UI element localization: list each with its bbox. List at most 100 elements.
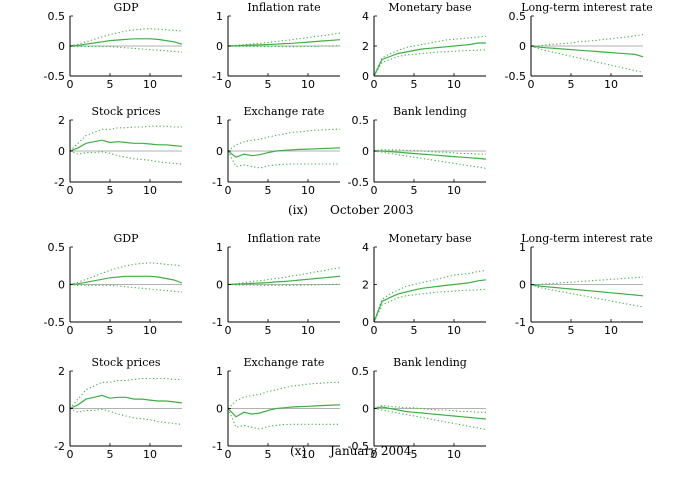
confidence-band-line [227, 32, 341, 47]
y-tick-label: 0.5 [48, 241, 66, 254]
x-tick-label: 10 [143, 184, 157, 197]
confidence-band-line [227, 150, 340, 169]
response-line [69, 139, 183, 152]
y-tick-label: 1 [519, 241, 526, 254]
x-tick-label: 0 [528, 78, 535, 91]
confidence-band-line [373, 288, 487, 323]
response-line [374, 150, 487, 160]
x-tick-label: 5 [568, 78, 575, 91]
x-tick-label: 0 [225, 184, 232, 197]
y-tick-label: 0 [362, 316, 369, 329]
x-tick-label: 10 [447, 184, 461, 197]
panel-title: Monetary base [388, 1, 471, 14]
y-tick-label: 0 [362, 70, 369, 83]
panel-title: Bank lending [393, 105, 467, 118]
x-tick-label: 10 [143, 78, 157, 91]
response-line [227, 404, 341, 418]
x-tick-label: 0 [225, 448, 232, 461]
x-tick-label: 10 [301, 324, 315, 337]
y-tick-label: 0 [519, 40, 526, 53]
y-tick-label: 0 [216, 40, 223, 53]
panel-title: Exchange rate [244, 105, 325, 118]
x-tick-label: 0 [67, 448, 74, 461]
x-tick-label: 0 [67, 184, 74, 197]
x-tick-label: 5 [107, 324, 114, 337]
y-tick-label: 2 [362, 40, 369, 53]
y-tick-label: 0 [58, 145, 65, 158]
caption-ix-label: (ix) [288, 203, 308, 217]
response-line [69, 275, 183, 286]
confidence-band-line [227, 381, 340, 409]
x-tick-label: 5 [265, 78, 272, 91]
x-tick-label: 5 [107, 184, 114, 197]
confidence-band-line [227, 408, 340, 430]
x-tick-label: 0 [371, 324, 378, 337]
panel-title: GDP [113, 1, 139, 14]
panel-title: Inflation rate [247, 232, 320, 245]
x-tick-label: 10 [301, 78, 315, 91]
x-tick-label: 5 [411, 448, 418, 461]
confidence-band-line [227, 283, 341, 286]
x-tick-label: 10 [301, 448, 315, 461]
confidence-band-line [373, 404, 486, 413]
y-tick-label: 1 [216, 241, 223, 254]
y-tick-label: 4 [362, 10, 369, 23]
y-tick-label: 2 [362, 279, 369, 292]
y-tick-label: -1 [515, 316, 526, 329]
panel-title: GDP [113, 232, 139, 245]
confidence-band-line [69, 150, 183, 165]
y-tick-label: 0 [519, 279, 526, 292]
panel-title: Long-term interest rate [521, 232, 653, 245]
confidence-band-line [227, 267, 341, 286]
panel-9: Monetary base 0 5 10 0 2 4 [362, 232, 487, 337]
response-line [530, 283, 644, 297]
x-tick-label: 5 [411, 184, 418, 197]
x-tick-label: 5 [265, 448, 272, 461]
confidence-band-line [69, 283, 183, 293]
confidence-band-line [373, 269, 487, 323]
confidence-band-line [531, 276, 644, 286]
x-tick-label: 0 [225, 324, 232, 337]
y-tick-label: 2 [58, 114, 65, 127]
x-tick-label: 5 [568, 324, 575, 337]
x-tick-label: 0 [371, 448, 378, 461]
confidence-band-line [69, 262, 183, 286]
confidence-band-line [69, 125, 182, 152]
caption-x-label: (x) [290, 444, 306, 458]
confidence-band-line [69, 377, 182, 409]
y-tick-label: 0 [216, 279, 223, 292]
y-tick-label: -1 [212, 70, 223, 83]
x-tick-label: 5 [411, 324, 418, 337]
response-line [69, 394, 183, 410]
y-tick-label: 4 [362, 241, 369, 254]
y-tick-label: 1 [216, 365, 223, 378]
response-line [373, 42, 486, 77]
response-line [227, 147, 341, 158]
x-tick-label: 0 [528, 324, 535, 337]
y-tick-label: -2 [54, 440, 65, 453]
panel-title: Bank lending [393, 356, 467, 369]
confidence-band-line [530, 283, 644, 308]
y-tick-label: 2 [58, 365, 65, 378]
confidence-band-line [373, 49, 487, 77]
x-tick-label: 0 [371, 78, 378, 91]
y-tick-label: -2 [54, 176, 65, 189]
x-tick-label: 10 [447, 448, 461, 461]
x-tick-label: 10 [447, 324, 461, 337]
confidence-band-line [531, 34, 644, 47]
y-tick-label: 0 [216, 145, 223, 158]
panel-title: Stock prices [91, 356, 160, 369]
y-tick-label: 0.5 [352, 114, 370, 127]
confidence-band-line [373, 407, 487, 431]
x-tick-label: 5 [265, 184, 272, 197]
panel-2: Monetary base 0 5 10 0 2 4 [362, 1, 487, 91]
y-tick-label: 0.5 [352, 365, 370, 378]
panel-title: Long-term interest rate [521, 1, 653, 14]
